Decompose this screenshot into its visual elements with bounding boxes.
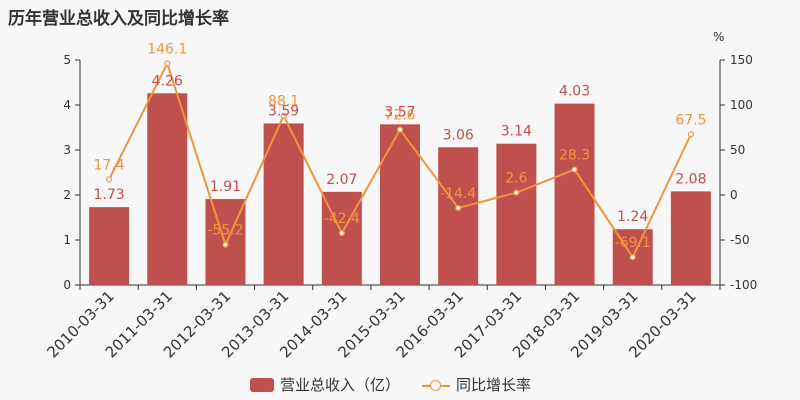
growth-point <box>105 176 113 183</box>
y-right-tick-label: -50 <box>730 233 750 247</box>
right-axis-unit: % <box>713 30 725 44</box>
legend-line-swatch <box>422 378 451 392</box>
y-right-tick-label: 0 <box>730 188 738 202</box>
revenue-bar <box>496 143 537 285</box>
growth-data-label: 146.1 <box>147 42 187 58</box>
revenue-data-label: 1.24 <box>617 209 648 225</box>
chart-legend: 营业总收入（亿） 同比增长率 <box>250 374 553 395</box>
revenue-data-label: 3.59 <box>268 103 299 119</box>
revenue-bar <box>670 191 711 285</box>
revenue-bar <box>263 123 304 285</box>
y-right-tick-label: 50 <box>730 143 745 157</box>
revenue-data-label: 1.91 <box>210 179 241 195</box>
revenue-data-label: 3.06 <box>443 127 474 143</box>
growth-data-label: -14.4 <box>440 186 476 202</box>
legend-label-revenue: 营业总收入（亿） <box>280 376 401 394</box>
y-left-tick-label: 0 <box>63 278 71 292</box>
revenue-data-label: 2.07 <box>326 172 357 188</box>
revenue-data-label: 1.73 <box>94 187 125 203</box>
revenue-bar <box>380 124 420 285</box>
y-right-tick-label: 100 <box>730 98 753 112</box>
growth-data-label: -55.2 <box>207 223 243 239</box>
growth-data-label: 28.3 <box>559 148 590 164</box>
growth-point <box>280 112 287 119</box>
revenue-data-label: 4.03 <box>559 84 590 100</box>
revenue-bar <box>554 103 595 286</box>
growth-point <box>222 241 229 248</box>
growth-data-label: -69.1 <box>615 235 651 251</box>
growth-point <box>338 230 345 237</box>
growth-data-label: 67.5 <box>675 112 706 128</box>
growth-point <box>513 189 520 196</box>
growth-data-label: 2.6 <box>505 171 527 187</box>
legend-item-revenue[interactable]: 营业总收入（亿） <box>250 374 400 395</box>
y-left-tick-label: 4 <box>63 98 71 112</box>
growth-data-label: 88.1 <box>268 94 299 110</box>
revenue-data-label: 4.26 <box>152 73 183 89</box>
revenue-bar <box>147 93 188 285</box>
growth-data-label: 17.4 <box>94 157 125 173</box>
y-left-tick-label: 1 <box>63 233 71 247</box>
growth-point <box>687 131 695 138</box>
legend-item-growth[interactable]: 同比增长率 <box>422 374 531 395</box>
y-left-tick-label: 5 <box>63 53 71 67</box>
growth-point <box>455 204 462 212</box>
growth-data-label: 72.6 <box>384 108 415 124</box>
y-left-tick-label: 3 <box>63 143 71 157</box>
revenue-data-label: 3.14 <box>501 124 532 140</box>
revenue-bar <box>89 207 130 285</box>
chart-title: 历年营业总收入及同比增长率 <box>8 9 229 29</box>
revenue-data-label: 3.57 <box>384 104 415 120</box>
y-right-tick-label: 150 <box>730 53 753 67</box>
growth-point <box>571 166 578 173</box>
y-left-tick-label: 2 <box>63 188 71 202</box>
y-right-tick-label: -100 <box>730 278 757 292</box>
growth-point <box>396 126 404 133</box>
revenue-data-label: 2.08 <box>675 171 706 187</box>
growth-point <box>164 60 171 67</box>
growth-point <box>629 254 636 261</box>
legend-label-growth: 同比增长率 <box>456 376 532 394</box>
legend-bar-swatch <box>250 377 274 392</box>
growth-data-label: -42.4 <box>324 211 360 227</box>
revenue-bar <box>438 147 479 285</box>
